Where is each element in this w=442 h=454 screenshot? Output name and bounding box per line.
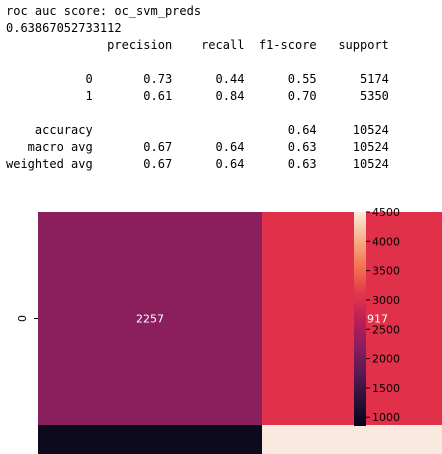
heatmap-cell	[38, 425, 262, 454]
cell-value-label: 2917	[360, 313, 388, 326]
heatmap-cell	[262, 212, 442, 425]
report-line: weighted avg 0.67 0.64 0.63 10524	[6, 157, 389, 171]
colorbar-tick-label: 3000	[372, 294, 400, 307]
classification-report: roc auc score: oc_svm_preds 0.63867052733…	[6, 3, 389, 173]
colorbar-tick-label: 2000	[372, 353, 400, 366]
heatmap-cell	[262, 425, 442, 454]
report-line: precision recall f1-score support	[6, 38, 389, 52]
report-line: 0 0.73 0.44 0.55 5174	[6, 72, 389, 86]
heatmap-cell	[38, 212, 262, 425]
colorbar-tick-label: 2500	[372, 323, 400, 336]
colorbar-tick-label: 1500	[372, 382, 400, 395]
y-tick-label: 0	[16, 315, 29, 322]
colorbar	[354, 212, 366, 426]
report-line: 1 0.61 0.84 0.70 5350	[6, 89, 389, 103]
colorbar-tick-label: 4000	[372, 235, 400, 248]
colorbar-tick-label: 1000	[372, 411, 400, 424]
report-line: 0.63867052733112	[6, 21, 122, 35]
colorbar-tick-label: 4500	[372, 206, 400, 219]
cell-value-label: 2257	[136, 313, 164, 326]
report-line: roc auc score: oc_svm_preds	[6, 4, 202, 18]
report-line: accuracy 0.64 10524	[6, 123, 389, 137]
report-line: macro avg 0.67 0.64 0.63 10524	[6, 140, 389, 154]
colorbar-tick-label: 3500	[372, 265, 400, 278]
